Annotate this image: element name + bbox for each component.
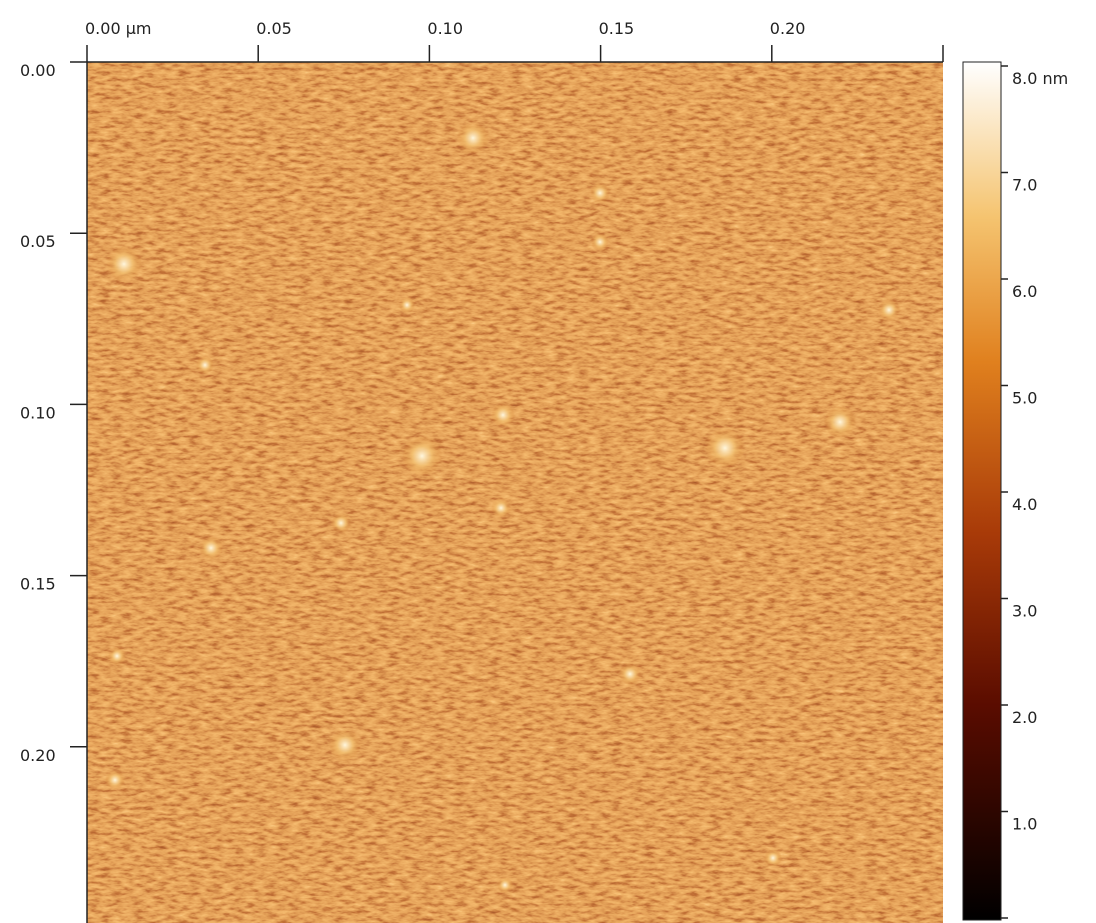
colorbar — [963, 62, 1001, 920]
y-tick-label: 0.20 — [20, 746, 56, 765]
particle — [591, 233, 609, 251]
particle — [402, 436, 442, 476]
particle — [764, 849, 782, 867]
particle — [399, 297, 415, 313]
particle — [824, 406, 856, 438]
particle — [491, 498, 511, 518]
x-tick-label: 0.20 — [770, 19, 806, 38]
afm-image — [87, 62, 943, 923]
y-tick-label: 0.05 — [20, 232, 56, 251]
particle — [497, 877, 513, 893]
x-tick-label: 0.00 µm — [85, 19, 151, 38]
particle — [108, 647, 126, 665]
chart: 0.00 µm 0.05 0.10 0.15 0.20 0.00 0.05 0.10 0.15 0… — [0, 0, 1096, 923]
colorbar-tick-label: 3.0 — [1012, 602, 1037, 621]
particle — [196, 356, 214, 374]
colorbar-tick-label: 5.0 — [1012, 389, 1037, 408]
colorbar-tick-label: 1.0 — [1012, 815, 1037, 834]
x-tick-label: 0.05 — [256, 19, 292, 38]
y-tick-label: 0.10 — [20, 403, 56, 422]
particle — [590, 183, 610, 203]
particle — [105, 770, 125, 790]
particle — [705, 428, 745, 468]
y-tick-label: 0.00 — [20, 61, 56, 80]
x-tick-label: 0.10 — [427, 19, 463, 38]
particle — [329, 729, 361, 761]
colorbar-tick-label: 6.0 — [1012, 282, 1037, 301]
colorbar-tick-label: 4.0 — [1012, 495, 1037, 514]
particle — [619, 663, 641, 685]
particle — [878, 299, 900, 321]
particle — [457, 122, 489, 154]
particle — [106, 246, 142, 282]
colorbar-tick-label: 8.0 nm — [1012, 69, 1068, 88]
x-tick-label: 0.15 — [599, 19, 635, 38]
colorbar-tick-label: 2.0 — [1012, 708, 1037, 727]
particle — [331, 513, 351, 533]
y-tick-label: 0.15 — [20, 575, 56, 594]
particle — [491, 403, 515, 427]
particle — [199, 536, 223, 560]
colorbar-tick-label: 7.0 — [1012, 176, 1037, 195]
